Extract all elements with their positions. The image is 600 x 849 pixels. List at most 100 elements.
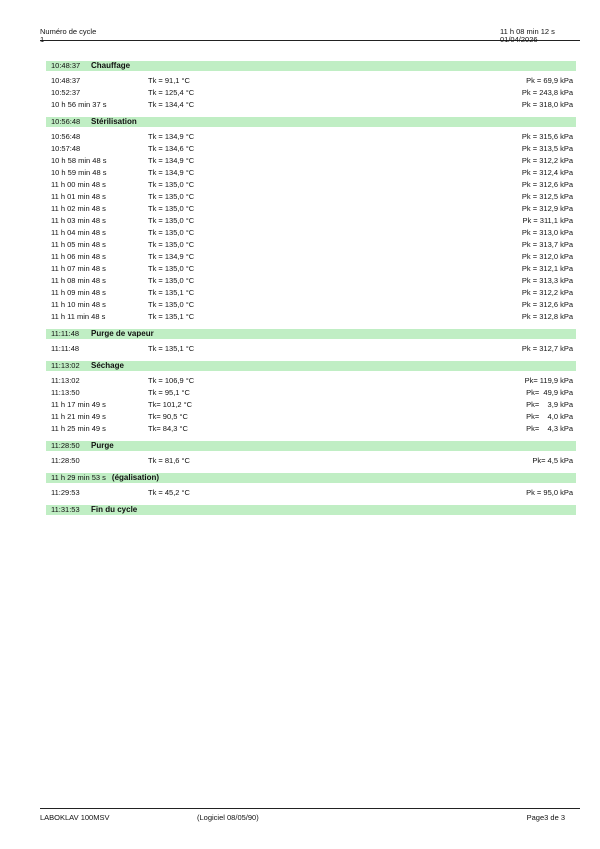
row-temperature: Tk= 101,2 °C xyxy=(148,400,193,409)
row-time: 11 h 17 min 49 s xyxy=(51,400,106,409)
section-title: (égalisation) xyxy=(111,473,160,482)
log-row: 11:28:50 Tk = 81,6 °C Pk= 4,5 kPa xyxy=(46,455,576,467)
section-time: 10:56:48 xyxy=(51,117,81,126)
log-row: 10 h 58 min 48 s Tk = 134,9 °C Pk = 312,2 … xyxy=(46,155,576,167)
section-rows: 11:13:02 Tk = 106,9 °C Pk= 119,9 kPa 11:13:… xyxy=(46,371,576,441)
row-pressure: Pk = 318,0 kPa xyxy=(521,100,573,109)
row-pressure: Pk = 313,3 kPa xyxy=(521,276,573,285)
row-pressure: Pk = 312,6 kPa xyxy=(521,180,573,189)
log-row: 10 h 56 min 37 s Tk = 134,4 °C Pk = 318,0 … xyxy=(46,99,576,111)
row-pressure: Pk = 69,9 kPa xyxy=(526,76,573,85)
section-title: Stérilisation xyxy=(91,117,137,126)
section-title: Purge xyxy=(91,441,114,450)
log-row: 10:52:37 Tk = 125,4 °C Pk = 243,8 kPa xyxy=(46,87,576,99)
row-temperature: Tk = 95,1 °C xyxy=(148,388,190,397)
row-time: 11 h 25 min 49 s xyxy=(51,424,106,433)
row-temperature: Tk = 81,6 °C xyxy=(148,456,190,465)
cycle-log: 10:48:37 Chauffage 10:48:37 Tk = 91,1 °C Pk … xyxy=(46,61,576,515)
log-row: 11 h 08 min 48 s Tk = 135,0 °C Pk = 313,3 … xyxy=(46,275,576,287)
section-header: 11:11:48 Purge de vapeur xyxy=(46,329,576,339)
section-time: 10:48:37 xyxy=(51,61,81,70)
section-header: 11:28:50 Purge xyxy=(46,441,576,451)
row-pressure: Pk = 313,7 kPa xyxy=(521,240,573,249)
row-pressure: Pk= 4,0 kPa xyxy=(526,412,573,421)
log-row: 11 h 25 min 49 s Tk= 84,3 °C Pk= 4,3 kPa xyxy=(46,423,576,435)
row-temperature: Tk = 135,1 °C xyxy=(148,312,195,321)
row-time: 11 h 08 min 48 s xyxy=(51,276,106,285)
log-row: 11 h 05 min 48 s Tk = 135,0 °C Pk = 313,7 … xyxy=(46,239,576,251)
row-pressure: Pk = 312,0 kPa xyxy=(521,252,573,261)
row-time: 11 h 11 min 48 s xyxy=(51,312,106,321)
row-temperature: Tk = 125,4 °C xyxy=(148,88,195,97)
page-number: Page3 de 3 xyxy=(526,813,565,822)
cycle-number-label: Numéro de cycle xyxy=(40,27,97,36)
row-pressure: Pk = 312,2 kPa xyxy=(521,288,573,297)
row-temperature: Tk = 106,9 °C xyxy=(148,376,195,385)
row-temperature: Tk = 134,9 °C xyxy=(148,252,195,261)
row-time: 10 h 56 min 37 s xyxy=(51,100,107,109)
row-pressure: Pk = 311,1 kPa xyxy=(522,216,573,225)
log-row: 11 h 02 min 48 s Tk = 135,0 °C Pk = 312,9 … xyxy=(46,203,576,215)
row-time: 11:13:50 xyxy=(51,388,80,397)
row-temperature: Tk = 135,0 °C xyxy=(148,276,195,285)
row-pressure: Pk = 313,0 kPa xyxy=(521,228,573,237)
row-time: 11 h 01 min 48 s xyxy=(51,192,106,201)
row-pressure: Pk = 312,8 kPa xyxy=(521,312,573,321)
row-temperature: Tk = 45,2 °C xyxy=(148,488,190,497)
page-footer: LABOKLAV 100MSV (Logiciel 08/05/90) Page… xyxy=(40,808,580,823)
row-pressure: Pk= 49,9 kPa xyxy=(526,388,573,397)
row-time: 10 h 59 min 48 s xyxy=(51,168,107,177)
section-time: 11:13:02 xyxy=(51,361,80,370)
log-row: 11 h 11 min 48 s Tk = 135,1 °C Pk = 312,8 … xyxy=(46,311,576,323)
log-row: 11 h 03 min 48 s Tk = 135,0 °C Pk = 311,1 … xyxy=(46,215,576,227)
section-header: 11 h 29 min 53 s (égalisation) xyxy=(46,473,576,483)
row-pressure: Pk= 4,5 kPa xyxy=(532,456,573,465)
row-pressure: Pk= 3,9 kPa xyxy=(526,400,573,409)
row-temperature: Tk = 134,9 °C xyxy=(148,168,195,177)
log-row: 11:13:50 Tk = 95,1 °C Pk= 49,9 kPa xyxy=(46,387,576,399)
section-time: 11:31:53 xyxy=(51,505,80,514)
row-time: 10:48:37 xyxy=(51,76,81,85)
row-temperature: Tk = 135,0 °C xyxy=(148,300,195,309)
row-temperature: Tk = 135,0 °C xyxy=(148,192,195,201)
section-rows: 11:28:50 Tk = 81,6 °C Pk= 4,5 kPa xyxy=(46,451,576,473)
row-pressure: Pk= 119,9 kPa xyxy=(524,376,573,385)
log-row: 11 h 17 min 49 s Tk= 101,2 °C Pk= 3,9 kPa xyxy=(46,399,576,411)
row-pressure: Pk = 312,5 kPa xyxy=(521,192,573,201)
log-row: 10:57:48 Tk = 134,6 °C Pk = 313,5 kPa xyxy=(46,143,576,155)
row-time: 11:13:02 xyxy=(51,376,80,385)
row-pressure: Pk = 312,2 kPa xyxy=(521,156,573,165)
row-time: 11 h 04 min 48 s xyxy=(51,228,106,237)
row-time: 11:11:48 xyxy=(51,344,80,353)
row-pressure: Pk = 313,5 kPa xyxy=(521,144,573,153)
section-rows: 10:48:37 Tk = 91,1 °C Pk = 69,9 kPa 10:52:3… xyxy=(46,71,576,117)
row-pressure: Pk = 312,1 kPa xyxy=(521,264,573,273)
section-title: Chauffage xyxy=(91,61,131,70)
row-temperature: Tk = 135,1 °C xyxy=(148,288,195,297)
log-row: 11:29:53 Tk = 45,2 °C Pk = 95,0 kPa xyxy=(46,487,576,499)
row-time: 10 h 58 min 48 s xyxy=(51,156,107,165)
row-temperature: Tk = 91,1 °C xyxy=(148,76,190,85)
row-pressure: Pk = 243,8 kPa xyxy=(521,88,573,97)
log-row: 11 h 21 min 49 s Tk= 90,5 °C Pk= 4,0 kPa xyxy=(46,411,576,423)
row-temperature: Tk = 135,0 °C xyxy=(148,228,195,237)
row-pressure: Pk = 312,9 kPa xyxy=(521,204,573,213)
section-title: Séchage xyxy=(91,361,124,370)
row-temperature: Tk = 134,9 °C xyxy=(148,132,195,141)
header-time: 11 h 08 min 12 s xyxy=(500,27,555,36)
row-pressure: Pk = 312,7 kPa xyxy=(521,344,573,353)
log-row: 11:11:48 Tk = 135,1 °C Pk = 312,7 kPa xyxy=(46,343,576,355)
row-time: 10:57:48 xyxy=(51,144,81,153)
row-temperature: Tk= 84,3 °C xyxy=(148,424,188,433)
section-time: 11:11:48 xyxy=(51,329,80,338)
row-time: 11 h 07 min 48 s xyxy=(51,264,106,273)
log-row: 11 h 06 min 48 s Tk = 134,9 °C Pk = 312,0 … xyxy=(46,251,576,263)
log-row: 11 h 00 min 48 s Tk = 135,0 °C Pk = 312,6 … xyxy=(46,179,576,191)
row-pressure: Pk= 4,3 kPa xyxy=(526,424,573,433)
row-time: 10:52:37 xyxy=(51,88,81,97)
row-time: 11 h 06 min 48 s xyxy=(51,252,106,261)
row-time: 11 h 09 min 48 s xyxy=(51,288,106,297)
section-header: 11:13:02 Séchage xyxy=(46,361,576,371)
row-temperature: Tk = 135,0 °C xyxy=(148,264,195,273)
row-temperature: Tk = 134,4 °C xyxy=(148,100,195,109)
